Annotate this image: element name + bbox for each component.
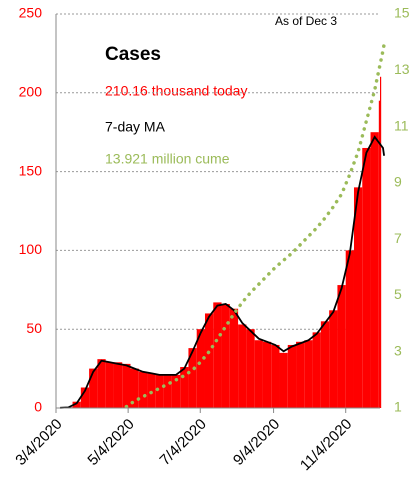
- bar: [378, 100, 380, 409]
- annotation: 13.921 million cume: [105, 151, 230, 167]
- bar: [320, 321, 330, 408]
- bar: [130, 368, 139, 408]
- y-tick-label: 50: [26, 320, 42, 336]
- bar: [254, 340, 263, 408]
- x-tick-label: 11/4/2020: [297, 416, 355, 474]
- bar: [329, 310, 338, 408]
- y2-tick-label: 13: [394, 61, 409, 77]
- y2-tick-label: 9: [394, 174, 402, 190]
- bar: [238, 324, 247, 408]
- x-tick-label: 3/4/2020: [12, 416, 65, 469]
- y2-tick-label: 7: [394, 230, 402, 246]
- bar: [246, 329, 255, 408]
- annotation: 210.16 thousand today: [105, 83, 247, 99]
- x-tick-label: 5/4/2020: [84, 416, 137, 469]
- bar: [147, 373, 156, 408]
- bar: [221, 303, 230, 408]
- y2-tick-label: 3: [394, 342, 402, 358]
- y2-tick-label: 1: [394, 399, 402, 415]
- bar: [337, 285, 346, 408]
- bar: [380, 76, 382, 408]
- bar: [113, 362, 123, 408]
- bar: [97, 359, 106, 408]
- y-tick-label: 150: [19, 162, 43, 178]
- bar: [89, 368, 98, 408]
- bar: [188, 348, 197, 408]
- bar: [80, 387, 90, 408]
- bar: [312, 332, 321, 408]
- bar: [122, 363, 131, 408]
- bar: [155, 374, 164, 408]
- bar: [304, 340, 313, 408]
- bar: [229, 308, 239, 408]
- bar: [171, 374, 181, 408]
- bar: [196, 329, 205, 408]
- bar: [287, 344, 297, 408]
- bar: [213, 302, 222, 408]
- bar: [262, 341, 272, 408]
- bar: [204, 313, 214, 408]
- legend-label: 7-day MA: [105, 119, 166, 135]
- x-tick-label: 9/4/2020: [230, 416, 283, 469]
- cume-line: [124, 42, 386, 409]
- y-tick-label: 100: [19, 241, 43, 257]
- y-tick-label: 200: [19, 84, 43, 100]
- y-tick-label: 250: [19, 5, 43, 21]
- bar: [72, 401, 81, 408]
- bar: [180, 367, 189, 408]
- bar: [370, 132, 379, 408]
- bar: [138, 371, 148, 408]
- bar: [105, 362, 114, 408]
- y2-tick-label: 11: [394, 117, 409, 133]
- bar: [279, 352, 288, 408]
- y-tick-label: 0: [34, 399, 42, 415]
- annotation: As of Dec 3: [275, 14, 337, 28]
- chart-title: Cases: [105, 44, 161, 65]
- bar: [271, 344, 280, 408]
- y2-tick-label: 5: [394, 286, 402, 302]
- bar: [163, 374, 172, 408]
- x-tick-label: 7/4/2020: [157, 416, 210, 469]
- bar: [345, 250, 354, 408]
- bar: [362, 147, 371, 408]
- bar: [353, 187, 363, 408]
- ma-line: [60, 135, 385, 409]
- bar: [296, 341, 305, 408]
- y2-tick-label: 15: [394, 5, 409, 21]
